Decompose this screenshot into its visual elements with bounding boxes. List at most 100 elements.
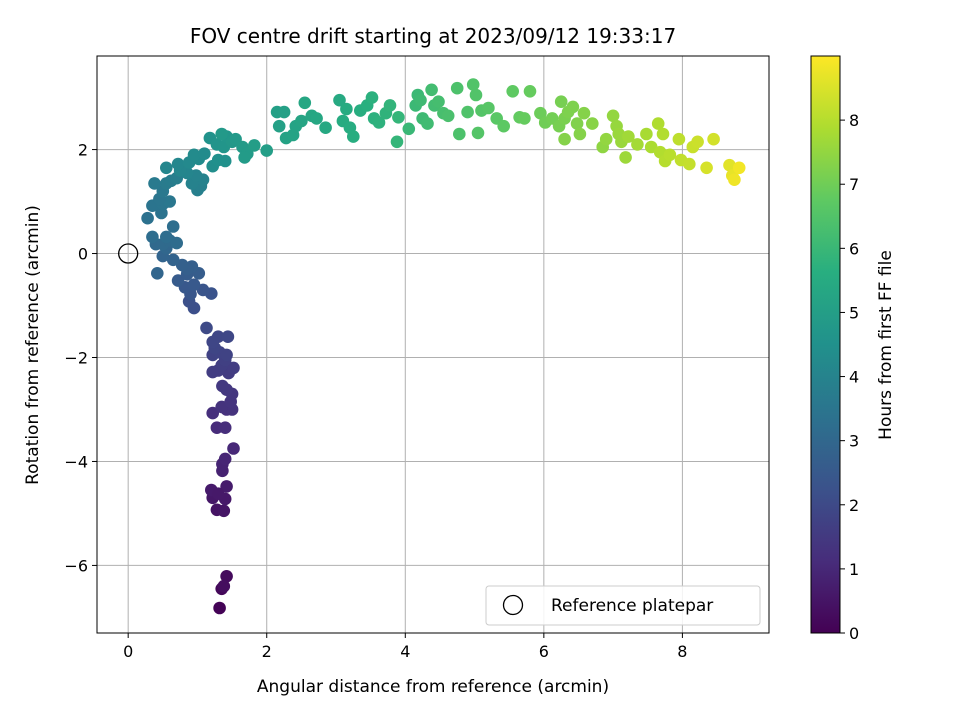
data-point [347,130,360,143]
data-point [277,105,291,119]
x-axis-ticks: 0 2 4 6 8 [123,633,687,661]
data-point [220,570,233,583]
y-tick-label: 0 [78,245,88,264]
data-point [206,406,219,420]
legend-marker-icon [502,594,524,616]
data-point [218,154,232,168]
data-point [482,101,495,115]
legend-entry-label: Reference platepar [551,596,713,616]
data-point [272,119,286,133]
data-point [651,117,665,130]
colorbar-tick-label: 2 [849,496,859,515]
x-tick-label: 2 [262,642,272,661]
reference-marker-group [118,243,139,264]
data-point [663,148,677,162]
data-point [672,132,686,146]
data-point [506,85,519,98]
data-point [691,135,704,149]
data-point [206,335,219,349]
x-tick-label: 6 [539,642,549,661]
data-point [622,130,635,143]
colorbar-ticks: 0 1 2 3 4 5 6 7 8 [840,111,859,643]
data-point [707,132,720,146]
data-point [213,601,226,615]
legend-box [485,585,761,626]
colorbar-label: Hours from first FF file [876,250,896,440]
reference-platepar-marker [118,243,139,264]
data-point [310,112,323,125]
data-point [640,127,653,141]
x-tick-label: 8 [677,642,687,661]
data-point [160,230,173,244]
data-point [216,379,229,393]
chart-title: FOV centre drift starting at 2023/09/12 … [190,24,676,48]
data-point [298,96,312,110]
data-point [453,127,466,141]
data-point [700,161,713,175]
data-point [390,135,404,149]
data-point [414,93,427,107]
data-point [220,348,233,362]
data-point [497,119,511,133]
y-tick-label: 2 [78,141,88,160]
data-point [217,579,231,593]
data-point [683,157,696,171]
data-point [160,161,173,175]
y-axis-ticks: −6 −4 −2 0 2 [64,141,97,575]
data-point [340,102,353,116]
data-point [227,361,240,375]
data-point [163,195,176,208]
y-tick-label: −6 [64,556,88,575]
data-point [586,117,599,130]
data-point [187,148,201,162]
colorbar-tick-label: 6 [849,239,859,258]
data-point [619,151,632,164]
colorbar-gradient [811,56,840,633]
y-tick-label: −4 [64,452,88,471]
data-point [518,112,531,125]
data-point [295,114,308,128]
data-point [656,127,670,141]
data-point [171,274,185,287]
y-axis-label: Rotation from reference (arcmin) [23,205,43,485]
data-point [215,127,228,141]
data-point [402,122,416,136]
data-point [141,211,154,225]
data-point [166,220,180,233]
data-point [238,151,251,164]
data-point [631,138,644,151]
colorbar-tick-label: 5 [849,303,859,322]
data-point [166,253,180,267]
data-point [227,442,240,455]
data-point [333,93,346,107]
data-point [469,88,483,102]
data-point [461,105,474,119]
plot-frame [96,55,770,634]
data-point [248,139,261,152]
data-point [221,330,235,344]
data-point [151,267,164,280]
data-point [218,452,232,466]
data-point [218,421,232,435]
colorbar: 0 1 2 3 4 5 6 7 8 Hours from first FF file [810,55,896,643]
data-point [392,111,405,124]
data-points [141,78,746,615]
data-point [723,158,736,172]
colorbar-tick-label: 0 [849,624,859,643]
data-point [260,144,274,157]
x-tick-label: 4 [400,642,410,661]
data-point [558,132,571,146]
x-tick-label: 0 [123,642,133,661]
data-point [170,236,183,250]
data-point [319,121,332,134]
data-point [198,147,211,160]
data-point [148,177,161,190]
data-point [441,109,455,123]
data-point [466,78,480,91]
data-point [421,117,434,130]
data-point [534,106,547,120]
x-axis-label: Angular distance from reference (arcmin) [257,677,609,697]
data-point [577,106,591,120]
data-point [200,321,213,335]
